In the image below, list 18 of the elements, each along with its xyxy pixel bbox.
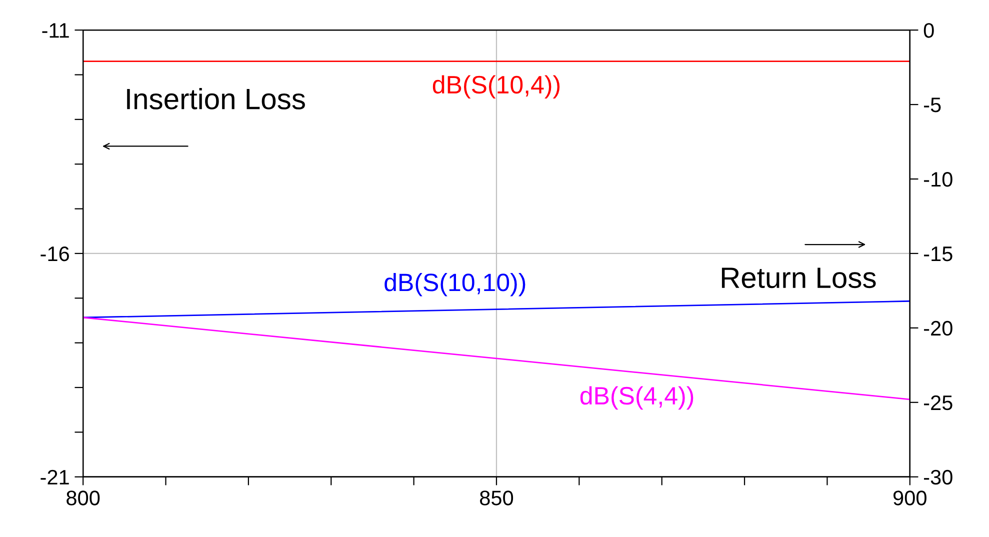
x-tick-label: 800 — [66, 490, 100, 506]
x-tick-label: 850 — [480, 490, 514, 506]
y2-tick-label: -20 — [924, 320, 952, 336]
y2-tick-label: -5 — [924, 98, 941, 112]
series-label: dB(S(10,10)) — [384, 272, 526, 296]
y2-tick-label: -25 — [924, 395, 952, 410]
y2-tick-label: -15 — [924, 246, 952, 262]
y-tick-label: -11 — [42, 23, 69, 38]
y2-tick-label: -10 — [924, 172, 952, 187]
annotation: Return Loss — [722, 268, 876, 288]
y2-tick-label: 0 — [924, 23, 934, 38]
series-label: dB(S(4,4)) — [580, 386, 694, 410]
series-label: dB(S(10,4)) — [432, 75, 560, 99]
y2-tick-label: -30 — [924, 470, 952, 485]
x-tick-label: 900 — [893, 490, 926, 506]
y-tick-label: -16 — [40, 246, 69, 262]
y-tick-label: -21 — [40, 470, 69, 484]
annotation: Insertion Loss — [127, 88, 305, 110]
